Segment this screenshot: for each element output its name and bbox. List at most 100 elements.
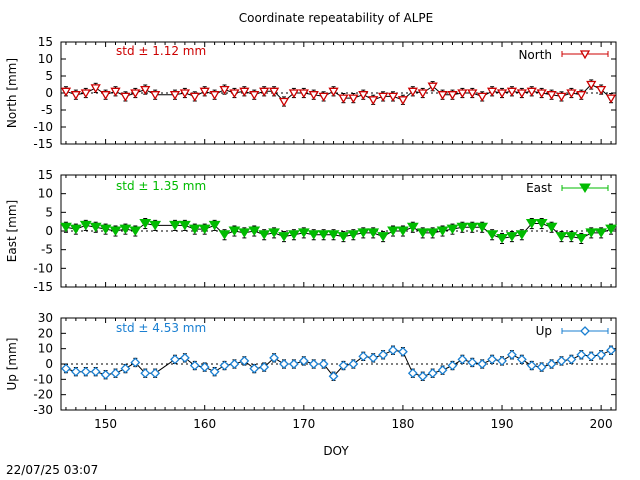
east-marker [525, 219, 538, 229]
up-marker [318, 359, 329, 369]
east-marker [258, 230, 271, 240]
north-data-point [229, 87, 240, 99]
north-data-point [308, 89, 319, 101]
up-marker [90, 366, 101, 377]
up-marker [259, 362, 270, 372]
up-marker [338, 360, 349, 371]
east-data-point [406, 221, 419, 233]
up-marker [447, 360, 458, 371]
up-marker [189, 360, 200, 371]
up-data-point [249, 363, 260, 374]
up-marker [229, 359, 240, 369]
up-data-point [576, 349, 587, 360]
north-marker [199, 87, 210, 97]
north-data-point [417, 87, 428, 99]
north-marker [249, 91, 260, 101]
up-x-axis: 150 160 170 180 190 200 [65, 318, 613, 431]
up-data-point [279, 359, 289, 369]
up-marker [497, 356, 507, 366]
x-tick-label: 150 [94, 417, 117, 431]
east-marker [198, 224, 211, 235]
up-marker [467, 357, 478, 368]
north-marker [90, 84, 101, 94]
north-marker [130, 89, 141, 99]
x-axis-title: DOY [323, 444, 349, 458]
east-marker [446, 224, 459, 235]
up-marker [526, 360, 537, 371]
up-y-tick-label: -10 [33, 372, 53, 386]
east-data-point [178, 219, 191, 231]
up-y-tick-label: -30 [33, 403, 53, 417]
east-y-tick-label: 5 [45, 205, 53, 219]
east-y-tick-label: -10 [33, 261, 53, 275]
east-marker [555, 232, 568, 242]
east-marker [327, 230, 340, 240]
north-marker [70, 91, 81, 101]
north-data-point [288, 87, 300, 99]
east-marker [506, 232, 518, 242]
north-data-point [338, 93, 349, 104]
north-marker [536, 89, 547, 99]
up-data-point [229, 359, 240, 369]
panel-east: -15 -10 -5 0 5 10 15 std ± 1.35 mm East East [… [5, 168, 617, 294]
north-data-point [179, 87, 191, 99]
east-marker [397, 226, 409, 236]
east-data-point [337, 231, 350, 243]
up-marker [516, 354, 527, 365]
north-y-tick-label: 0 [45, 86, 53, 100]
east-marker [377, 232, 390, 242]
east-x-axis [65, 175, 612, 287]
east-data-point [119, 223, 132, 235]
up-y-tick-label: 0 [45, 357, 53, 371]
north-marker [120, 92, 131, 102]
north-marker [576, 91, 587, 101]
north-y-axis: -15 -10 -5 0 5 10 15 [33, 35, 616, 151]
north-data-point [368, 94, 379, 106]
east-data-point [565, 231, 578, 243]
up-std-label: std ± 4.53 mm [116, 321, 206, 335]
north-marker [605, 94, 617, 104]
north-data-point [477, 91, 488, 102]
x-tick-label: 180 [391, 417, 414, 431]
up-marker [80, 366, 91, 377]
up-data-point [219, 360, 230, 371]
up-y-axis-title: Up [mm] [5, 338, 19, 391]
east-marker [60, 222, 72, 233]
east-data-point [327, 229, 340, 241]
east-y-tick-label: 10 [38, 187, 53, 201]
east-marker [456, 222, 469, 233]
up-marker [150, 368, 161, 379]
north-data-point [546, 89, 557, 101]
east-data-point [506, 231, 518, 243]
east-data-point [248, 225, 261, 237]
east-data-point [297, 227, 310, 239]
north-data-point [80, 87, 91, 99]
up-data-point [140, 368, 151, 379]
north-data-point [268, 86, 280, 97]
north-data-point [259, 86, 270, 97]
up-marker [566, 354, 577, 365]
up-marker [457, 354, 468, 365]
north-marker [506, 87, 518, 97]
north-legend-label: North [518, 48, 552, 62]
north-data-point [140, 84, 151, 95]
chart-title: Coordinate repeatability of ALPE [239, 11, 433, 25]
up-marker [110, 368, 121, 379]
north-y-tick-label: -5 [41, 103, 53, 117]
up-marker [328, 371, 339, 382]
north-data-point [60, 86, 72, 97]
north-series-points [60, 79, 617, 107]
north-data-point [189, 91, 200, 102]
panel-north: -15 -10 -5 0 5 10 15 std ± 1.12 mm North North… [5, 35, 617, 151]
up-marker [556, 356, 567, 366]
up-marker [407, 368, 418, 379]
east-data-point [139, 217, 152, 230]
north-marker [387, 92, 399, 102]
up-data-point [130, 357, 141, 368]
east-data-point [69, 223, 82, 235]
east-marker [99, 224, 112, 235]
east-marker [426, 228, 439, 238]
north-marker [377, 92, 389, 102]
up-data-point [308, 359, 319, 369]
up-legend-marker [580, 326, 590, 336]
